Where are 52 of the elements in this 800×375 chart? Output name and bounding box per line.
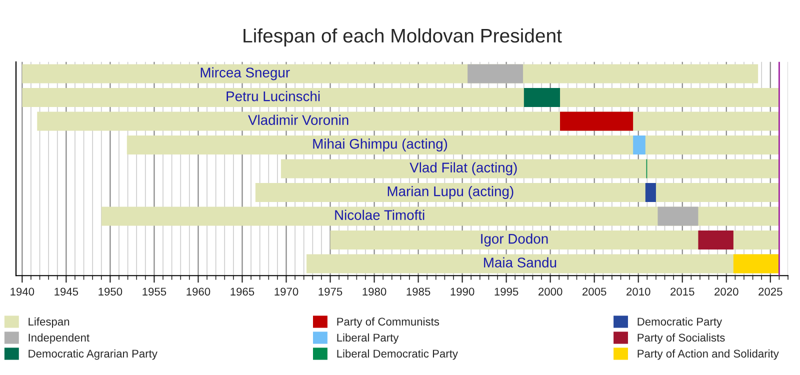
legend-label: Lifespan [28,317,70,328]
x-tick-label: 1940 [10,288,34,296]
legend-label: Party of Socialists [638,333,725,344]
bar [698,230,734,250]
bar [733,254,780,274]
bar [330,230,780,250]
bar [560,112,634,131]
x-tick-label: 1990 [450,288,474,296]
legend-label: Democratic Party [638,317,722,328]
bar [658,206,698,226]
x-tick-label: 1975 [318,288,342,296]
bar [22,88,780,107]
x-tick-label: 2025 [758,288,782,296]
legend-label: Democratic Agrarian Party [28,349,158,360]
x-tick-label: 1965 [230,288,254,296]
y-tick-label: Igor Dodon [481,234,548,246]
bar [255,183,780,202]
x-tick-label: 2015 [670,288,694,296]
x-tick-label: 1960 [186,288,210,296]
x-tick-label: 2010 [626,288,650,296]
legend-label: Liberal Democratic Party [337,349,458,360]
bar [101,206,780,226]
x-tick-label: 1950 [98,288,122,296]
y-tick-label: Vladimir Voronin [248,114,348,125]
y-tick-label: Mircea Snegur [200,67,290,80]
y-tick-label: Marian Lupu (acting) [388,186,514,199]
x-tick-label: 2020 [714,288,738,296]
y-tick-label: Mihai Ghimpu (acting) [313,138,448,152]
y-tick-label: Nicolae Timofti [335,210,424,220]
x-tick-label: 2005 [582,288,606,296]
x-tick-label: 1985 [406,288,430,296]
bar [633,136,646,154]
bar [468,64,524,84]
bar [645,183,656,202]
bar [280,159,780,178]
x-tick-label: 1995 [494,288,518,296]
chart-title: Lifespan of each Moldovan President [244,28,562,46]
legend-label: Party of Action and Solidarity [638,349,779,360]
legend-label: Liberal Party [337,333,399,344]
legend-label: Party of Communists [337,317,440,328]
y-tick-label: Maia Sandu [484,257,556,268]
bar [22,64,758,84]
x-tick-label: 2000 [538,288,562,296]
y-tick-label: Petru Lucinschi [226,91,320,102]
bar [126,136,780,154]
x-tick-label: 1970 [274,288,298,296]
x-tick-label: 1955 [142,288,166,296]
legend-label: Independent [28,333,90,344]
bar [524,88,560,107]
x-tick-label: 1945 [54,288,78,296]
y-tick-label: Vlad Filat (acting) [410,162,517,176]
x-tick-label: 1980 [362,288,386,296]
